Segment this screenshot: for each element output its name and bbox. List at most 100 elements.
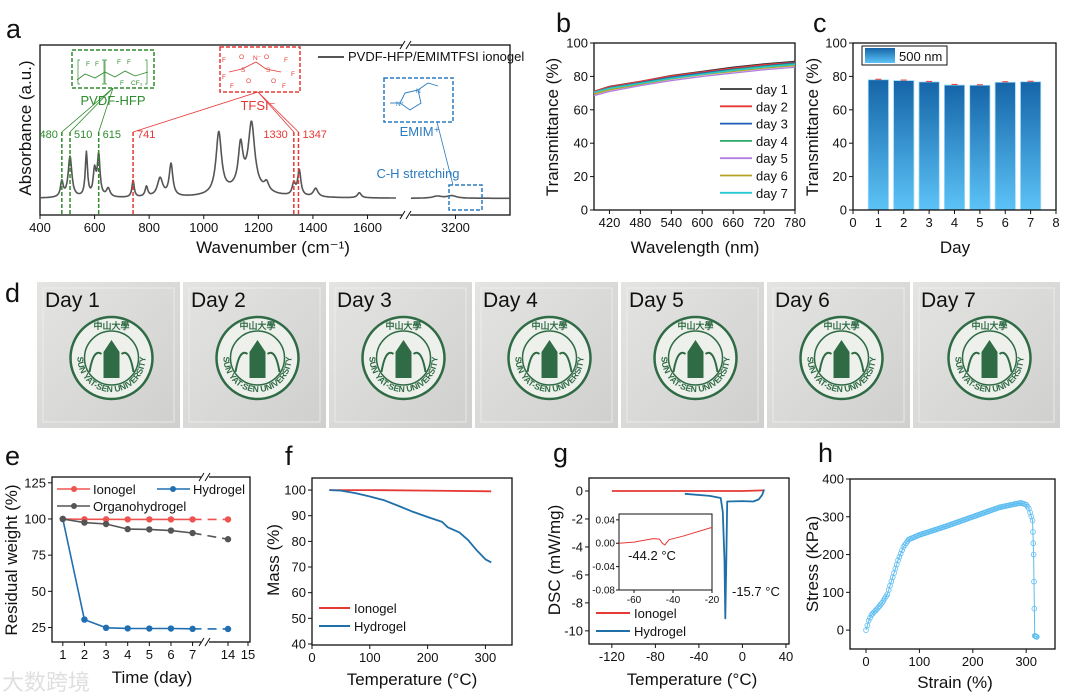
tfsi-atom-label: F [282, 83, 286, 90]
f-x-tick-label: 0 [308, 650, 315, 665]
f-line-ionogel [329, 489, 492, 493]
e-point-ionogel [224, 516, 232, 523]
e-x-tick-label: 14 [221, 647, 235, 662]
a-pvdf-annotation: F F F F F CF₃ PVDF-HFP [71, 49, 155, 108]
tfsi-atom-label: O [271, 78, 276, 85]
h-data-point [1031, 605, 1038, 612]
a-x-tick-label: 400 [29, 220, 51, 235]
b-x-tick-label: 720 [753, 215, 775, 230]
c-bar-day-7 [1020, 81, 1042, 211]
e-legend: Ionogel Hydrogel Organohydrogel [57, 482, 245, 514]
seal-top-text: 中山大學 [385, 320, 421, 331]
f-legend-hydrogel: Hydrogel [354, 619, 406, 634]
c-x-tick-label: 0 [849, 215, 856, 230]
e-y-axis-title: Residual weight (%) [2, 484, 21, 635]
h-y-tick-label: 300 [822, 509, 844, 524]
tfsi-atom-label: N⁻ [253, 55, 262, 62]
film-edge [772, 287, 905, 423]
b-line-day-2 [593, 61, 796, 93]
a-x-tick-label: 1600 [353, 220, 382, 235]
h-data-point [1030, 540, 1037, 547]
h-data-point [1030, 529, 1036, 535]
seal-leaves-icon [380, 351, 427, 373]
tfsi-atom-label: F [230, 83, 234, 90]
f-y-tick-label: 90 [292, 508, 306, 523]
e-point-organohydrogel [124, 525, 131, 533]
g-y-tick-label: -2 [571, 511, 583, 526]
seal-leaves-icon [672, 351, 719, 373]
emim-label: EMIM⁺ [400, 124, 441, 139]
g-y-tick-label: -6 [571, 567, 583, 582]
f-x-tick-label: 200 [417, 650, 439, 665]
f-legend: Ionogel Hydrogel [319, 601, 406, 634]
e-x-axis-title: Time (day) [112, 668, 193, 687]
a-legend-label: PVDF-HFP/EMIMTFSI ionogel [348, 49, 524, 64]
e-point-organohydrogel [189, 529, 196, 537]
panel-letter-a: a [6, 14, 22, 44]
seal-top-text: 中山大學 [531, 320, 567, 331]
f-plot-frame [311, 477, 513, 646]
e-point-organohydrogel [59, 515, 67, 523]
axis-break-mark [198, 472, 205, 482]
f-line-hydrogel [329, 489, 492, 564]
a-spectrum-line [39, 120, 397, 199]
c-y-tick-label: 80 [833, 69, 847, 84]
f-y-tick-label: 60 [292, 585, 306, 600]
b-y-tick-label: 0 [581, 203, 588, 218]
f-y-tick-label: 70 [292, 560, 306, 575]
tfsi-peak-label: 1330 [263, 129, 287, 141]
seal-inner-ring [667, 330, 724, 386]
tfsi-atom-label: F [222, 74, 226, 81]
b-plot-frame [593, 42, 796, 211]
g-inset-y-tick-label: 0.04 [596, 515, 616, 526]
h-data-point [877, 601, 884, 608]
e-point-organohydrogel [81, 519, 88, 526]
pvdf-connector [61, 87, 114, 133]
h-x-tick-label: 200 [962, 654, 984, 669]
tfsi-peak-label: 741 [137, 129, 155, 141]
seal-tower-icon [981, 340, 998, 378]
axis-break-gap [402, 42, 410, 48]
c-x-tick-label: 4 [951, 215, 958, 230]
e-y-tick-label: 75 [32, 548, 46, 563]
e-legend-ionogel: Ionogel [93, 482, 136, 497]
h-x-tick-label: 100 [909, 654, 931, 669]
h-data-point [896, 554, 903, 560]
g-inset-y-tick-label: -0.08 [592, 586, 615, 597]
c-x-tick-label: 6 [1002, 215, 1009, 230]
a-tfsi-annotation: F F F S O O N⁻ S O O F F F TFSI⁻ [219, 46, 301, 113]
c-y-tick-label: 60 [833, 102, 847, 117]
pvdf-connector [98, 87, 114, 133]
tfsi-peak-label: 1347 [302, 129, 326, 141]
e-point-hydrogel [102, 624, 110, 632]
c-x-tick-label: 5 [976, 215, 983, 230]
f-y-tick-label: 40 [292, 636, 306, 651]
b-legend-label: day 3 [756, 117, 788, 132]
film-edge [918, 287, 1055, 423]
axis-break-mark [399, 210, 406, 220]
g-y-tick-label: 0 [576, 484, 583, 499]
g-legend-hydrogel: Hydrogel [634, 624, 686, 639]
b-y-tick-label: 100 [566, 36, 588, 51]
e-x-tick-label: 5 [146, 647, 153, 662]
e-point-hydrogel [167, 625, 175, 632]
e-line-dashed-organohydrogel [192, 532, 229, 541]
seal-leaves-icon [818, 351, 865, 373]
tfsi-atom-label: S [266, 67, 271, 74]
seal-tower-icon [541, 340, 558, 378]
seal-leaves-icon [88, 351, 135, 373]
g-x-tick-label: -120 [599, 649, 625, 664]
e-x-tick-label: 2 [81, 647, 88, 662]
c-legend: 500 nm [861, 45, 948, 66]
h-x-tick-label: 300 [1015, 654, 1037, 669]
panel-letter-c: c [813, 8, 827, 38]
axis-break-mark [204, 637, 211, 647]
a-x-tick-label: 1200 [244, 220, 273, 235]
seal-inner-ring [961, 330, 1018, 386]
photo-day-label: Day 4 [483, 289, 538, 312]
h-data-point [899, 547, 905, 554]
